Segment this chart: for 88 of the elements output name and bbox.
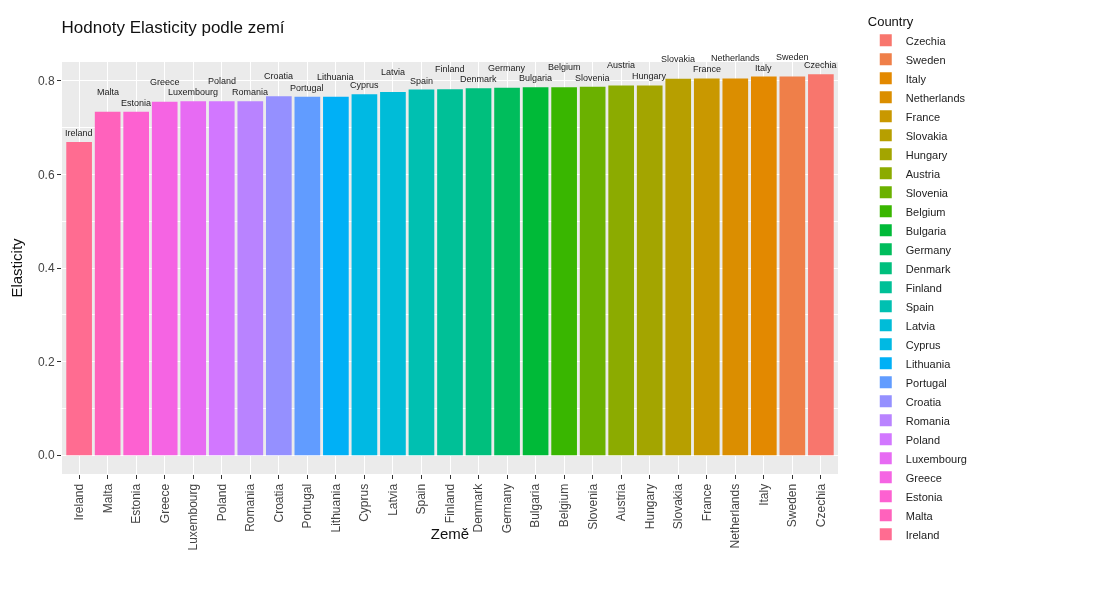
legend-label: Portugal [905,376,947,389]
data-label: Netherlands [711,53,761,63]
data-label: Lithuania [317,72,354,82]
data-label: Spain [410,76,434,86]
x-tick-label: Cyprus [357,483,372,522]
data-label: Czechia [804,60,837,70]
x-tick-label: Portugal [300,483,315,529]
x-tick-label: Austria [614,483,629,522]
y-tick-label: 0.0 [37,448,55,463]
chart-title: Hodnoty Elasticity podle zemí [61,17,285,37]
x-axis-title: Země [430,525,470,543]
x-tick-label: Denmark [471,482,486,533]
legend-label: Poland [905,433,941,446]
x-tick-label: Finland [442,483,457,524]
data-label: Greece [150,77,180,87]
legend-label: Hungary [905,148,948,161]
y-tick-label: 0.6 [37,167,55,182]
legend-label: Belgium [905,205,946,218]
x-tick-label: Croatia [271,483,286,523]
x-tick-label: Estonia [129,483,144,524]
legend-label: Spain [905,300,934,313]
legend-label: Lithuania [905,357,952,370]
x-tick-label: Belgium [557,483,572,528]
data-label: France [693,64,722,74]
legend-label: Italy [905,72,927,85]
data-label: Ireland [65,128,93,138]
legend-title: Country [867,13,914,29]
legend-label: Cyprus [905,338,942,351]
x-tick-label: Romania [243,483,258,532]
x-tick-label: Latvia [385,483,400,516]
data-label: Malta [97,87,120,97]
x-tick-label: Hungary [642,483,657,530]
legend-label: Slovenia [905,186,949,199]
data-label: Romania [232,87,269,97]
x-tick-label: Malta [100,483,115,514]
data-label: Poland [208,76,237,86]
x-tick-label: Slovenia [585,483,600,530]
legend-label: Netherlands [905,91,966,104]
legend-label: Denmark [905,262,951,275]
data-label: Austria [607,60,636,70]
legend-label: Luxembourg [905,452,967,465]
legend-label: Bulgaria [905,224,947,237]
legend-label: Germany [905,243,952,256]
legend-label: Austria [905,167,941,180]
legend-label: Greece [905,471,942,484]
data-label: Cyprus [350,80,380,90]
x-tick-label: France [699,483,714,522]
data-label: Finland [435,64,465,74]
x-tick-label: Slovakia [671,483,686,530]
x-tick-label: Netherlands [728,483,743,549]
x-tick-label: Germany [499,483,514,534]
x-tick-label: Lithuania [328,483,343,533]
x-tick-label: Sweden [785,483,800,528]
x-tick-label: Bulgaria [528,483,543,528]
data-label: Germany [488,63,526,73]
data-label: Sweden [776,52,809,62]
data-label: Portugal [290,83,324,93]
x-tick-label: Spain [414,483,429,515]
legend-label: Ireland [905,528,940,541]
data-label: Luxembourg [168,87,219,97]
legend-label: France [905,110,941,123]
legend-label: Romania [905,414,951,427]
x-tick-label: Ireland [72,483,87,521]
data-label: Latvia [381,67,406,77]
data-label: Slovenia [575,73,610,83]
data-label: Hungary [632,71,667,81]
data-label: Denmark [460,74,498,84]
legend-label: Croatia [905,395,943,408]
data-label: Estonia [121,98,152,108]
x-tick-label: Czechia [813,483,828,528]
legend-label: Latvia [905,319,936,332]
legend-label: Finland [905,281,942,294]
y-axis-title: Elasticity [8,237,25,298]
x-tick-label: Greece [157,483,172,524]
y-tick-label: 0.2 [37,354,55,369]
data-label: Italy [755,63,773,73]
x-tick-label: Poland [214,483,229,522]
y-tick-label: 0.4 [37,261,55,276]
data-label: Bulgaria [519,73,553,83]
legend-label: Slovakia [905,129,949,142]
y-tick-label: 0.8 [37,73,55,88]
x-tick-label: Luxembourg [186,483,201,551]
data-label: Croatia [264,71,294,81]
data-label: Belgium [548,62,581,72]
x-tick-label: Italy [756,483,771,506]
legend-label: Czechia [905,34,947,47]
data-label: Slovakia [661,54,696,64]
legend-label: Sweden [905,53,946,66]
